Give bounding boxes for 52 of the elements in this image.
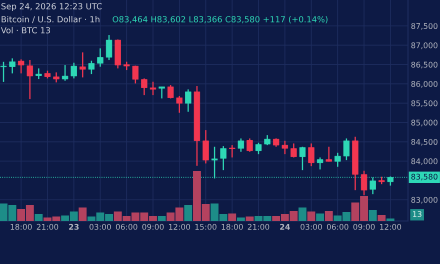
bar	[368, 210, 377, 221]
candlestick	[360, 170, 368, 196]
annotation: O83,464 H83,602 L83,366 C83,580 +117 (+0.14%)	[112, 16, 328, 24]
candlestick	[97, 48, 104, 68]
bar	[78, 208, 87, 221]
candlestick	[343, 138, 350, 161]
candlestick	[0, 61, 7, 83]
candlestick	[70, 62, 77, 80]
candlestick	[255, 142, 262, 155]
candlestick	[316, 156, 324, 170]
candlestick	[229, 144, 236, 158]
bar	[316, 214, 324, 221]
chart-title: Sep 24, 2026 12:23 UTC	[1, 3, 102, 12]
bar	[34, 214, 43, 221]
bar	[246, 216, 254, 221]
candlestick	[238, 138, 244, 152]
candlestick	[62, 64, 68, 82]
bar	[228, 214, 236, 221]
candlestick	[167, 84, 174, 100]
candlestick	[18, 58, 24, 74]
bar	[378, 215, 386, 221]
candlestick	[132, 65, 139, 84]
bar	[298, 208, 306, 221]
bar	[158, 216, 166, 221]
bar	[324, 211, 333, 221]
bar	[236, 218, 245, 221]
text: Bitcoin / U.S. Dollar · 1h	[2, 16, 100, 24]
candlestick	[299, 146, 306, 171]
bar	[307, 212, 316, 221]
candlestick	[88, 60, 95, 75]
candlestick	[202, 129, 209, 164]
candlestick	[9, 58, 16, 74]
candlestick	[158, 86, 165, 100]
candlestick	[185, 88, 192, 112]
candlestick	[26, 59, 34, 100]
candlestick	[290, 142, 297, 158]
bar	[184, 205, 192, 221]
candlestick	[246, 138, 253, 152]
candlestick	[36, 68, 42, 80]
candlestick	[80, 52, 86, 78]
candlestick	[264, 134, 270, 146]
candlestick	[176, 95, 182, 114]
candlestick	[308, 142, 314, 167]
annotation: Vol · BTC 13	[0, 26, 50, 34]
candlestick	[150, 81, 156, 96]
candlestick	[141, 78, 148, 96]
candlestick	[106, 34, 112, 61]
candlestick	[334, 152, 341, 168]
candlestick	[220, 146, 226, 171]
candlestick	[326, 146, 332, 162]
candlestick	[53, 72, 60, 83]
candlestick	[282, 140, 288, 155]
